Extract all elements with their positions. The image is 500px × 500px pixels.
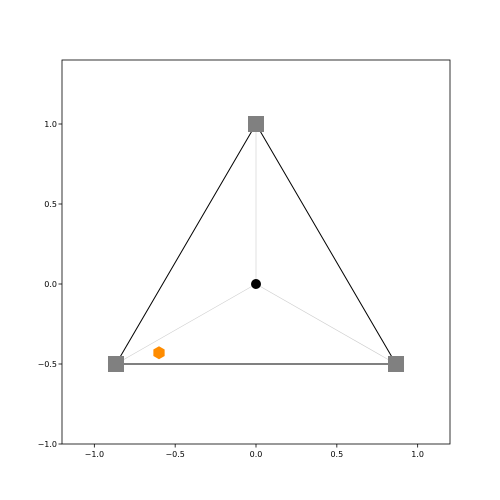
x-tick-label: 0.5: [330, 450, 343, 459]
y-tick-label: −1.0: [38, 440, 57, 449]
y-tick-label: 1.0: [44, 120, 57, 129]
center-line-1: [115, 283, 257, 365]
square-marker-0-1: [107, 356, 124, 372]
circle-marker-1-0: [251, 279, 261, 289]
triangle-edge-0: [115, 123, 257, 365]
markers: [107, 116, 405, 372]
x-tick-label: 0.0: [250, 450, 263, 459]
center-line-2: [255, 283, 397, 365]
axis-ticks: −1.0 −0.5 0.0 0.5 1.0 −1.0 −0.5 0.0 0.5 1.0: [38, 120, 424, 459]
y-tick-label: −0.5: [38, 360, 57, 369]
center-lines: [115, 124, 397, 365]
triangle-edges: [115, 123, 397, 365]
square-marker-0-0: [248, 116, 264, 132]
hexagon-marker-2-0: [153, 346, 165, 360]
triangle-edge-2: [255, 123, 397, 365]
x-tick-label: 1.0: [411, 450, 424, 459]
x-tick-label: −0.5: [165, 450, 184, 459]
y-tick-label: 0.0: [44, 280, 57, 289]
y-tick-label: 0.5: [44, 200, 57, 209]
square-marker-0-2: [388, 356, 405, 372]
x-tick-label: −1.0: [85, 450, 104, 459]
